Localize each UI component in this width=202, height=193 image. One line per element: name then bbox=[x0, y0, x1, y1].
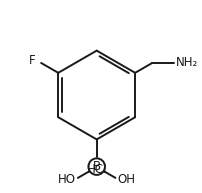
Text: HCl: HCl bbox=[86, 163, 106, 175]
Text: HO: HO bbox=[58, 173, 76, 186]
Text: F: F bbox=[28, 54, 35, 68]
Text: B: B bbox=[92, 160, 100, 173]
Text: OH: OH bbox=[117, 173, 135, 186]
Text: NH₂: NH₂ bbox=[175, 57, 197, 69]
